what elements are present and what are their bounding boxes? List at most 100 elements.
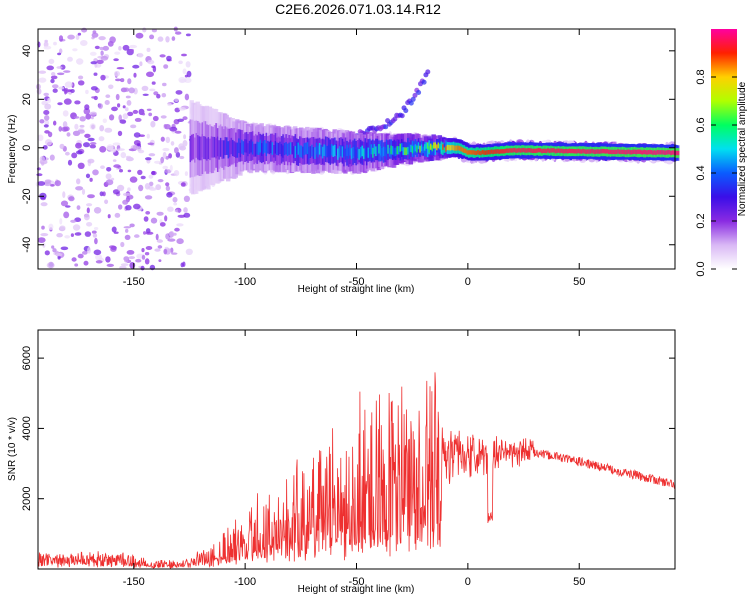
spectrogram-cell — [56, 66, 63, 69]
spectrogram-cell — [156, 239, 163, 243]
spectrogram-cell — [89, 144, 97, 149]
spectrogram-cell — [129, 223, 135, 228]
spectrogram-cell — [114, 212, 121, 218]
spectrogram-cell — [117, 184, 125, 192]
spectrogram-cell — [161, 93, 167, 98]
spectrogram-cell — [86, 207, 90, 214]
spectrogram-cell — [52, 88, 58, 93]
spectrogram-cell — [174, 227, 180, 232]
spectrogram-cell — [166, 55, 172, 62]
spectrogram-cell — [173, 170, 180, 177]
spectrogram-cell — [76, 58, 84, 65]
spectrogram-cell — [148, 153, 156, 157]
spectrogram-cell — [67, 34, 75, 40]
spectrogram-cell — [125, 155, 132, 159]
spectrogram-cell — [144, 183, 151, 190]
spectrogram-cell — [164, 215, 168, 222]
spectrogram-cell — [164, 169, 172, 174]
spectrogram-cell — [184, 74, 188, 78]
spectrogram-cell — [143, 231, 147, 235]
spectrogram-cell — [44, 250, 50, 256]
spectrogram-cell — [116, 67, 125, 70]
spectrogram-cell — [46, 65, 54, 71]
spectrogram-cell — [184, 77, 192, 83]
spectrogram-cell — [177, 214, 186, 218]
snr-chart: -150 -100 -50 0 50 2000 4000 6000 Height of st… — [7, 329, 676, 595]
spectrogram-cell — [151, 81, 156, 85]
spectrogram-cell — [83, 260, 89, 266]
spectrogram-cell — [148, 187, 157, 191]
spectrogram-cell — [169, 230, 175, 238]
spectrogram-cell — [80, 40, 88, 46]
spectrogram-cell — [125, 107, 129, 112]
spectrogram-cell — [102, 45, 110, 51]
spectrogram-cell — [145, 246, 153, 250]
spectrogram-cell — [112, 189, 120, 195]
spectrogram-cell — [165, 182, 170, 187]
x-tick-label: -50 — [349, 576, 365, 588]
spectrogram-cell — [37, 181, 46, 186]
spectrogram-cell — [403, 108, 409, 114]
spectrogram-cell — [64, 81, 73, 88]
spectrogram-cell — [180, 262, 184, 268]
spectrogram-cell — [104, 127, 113, 133]
spectrogram-cell — [392, 116, 398, 122]
spectrogram-cell — [65, 151, 70, 156]
x-tick-label: -100 — [234, 276, 256, 288]
spectrogram-cell — [119, 119, 127, 124]
colorbar-tick-label: 0.2 — [695, 213, 707, 228]
spectrogram-cell — [84, 231, 92, 237]
spectrogram-cell — [87, 158, 95, 164]
spectrogram-cell — [172, 196, 178, 203]
spectrogram-cell — [93, 72, 98, 76]
spectrogram-cell — [148, 112, 153, 117]
spectrogram-cells — [35, 26, 680, 271]
spectrogram-cell — [147, 142, 155, 146]
spectrogram-cell — [124, 259, 129, 263]
spectrogram-cell — [410, 96, 416, 102]
spectrogram-cell — [51, 72, 56, 76]
spectrogram-cell — [135, 32, 144, 39]
spectrogram-cell — [83, 108, 91, 115]
spectrogram-cell — [156, 211, 164, 216]
colorbar-tick-label: 0.0 — [695, 261, 707, 276]
spectrogram-cell — [111, 106, 118, 112]
y-tick-label: -20 — [21, 188, 33, 204]
spectrogram-cell — [90, 61, 98, 65]
spectrogram-cell — [145, 231, 154, 235]
spectrogram-cell — [99, 146, 107, 153]
spectrogram-cell — [43, 45, 52, 50]
spectrogram-cell — [129, 44, 138, 49]
spectrogram-cell — [174, 130, 182, 134]
spectrogram-cell — [126, 250, 135, 255]
spectrogram-cell — [63, 70, 71, 73]
spectrogram-cell — [171, 36, 176, 41]
spectrogram-cell — [76, 150, 83, 155]
spectrogram-cell — [79, 124, 85, 128]
spectrogram-cell — [77, 80, 85, 86]
spectrogram-cell — [176, 238, 184, 245]
spectrogram-cell — [132, 145, 138, 151]
spectrogram-cell — [52, 84, 59, 89]
spectrogram-cell — [117, 148, 125, 151]
spectrogram-cell — [57, 72, 65, 76]
spectrogram-cell — [163, 124, 168, 128]
spectrogram-cell — [125, 205, 132, 211]
spectrogram-cell — [115, 93, 120, 101]
spectrogram-cell — [112, 142, 121, 146]
spectrogram-cell — [76, 178, 81, 185]
spectrogram-cell — [92, 233, 98, 238]
spectrogram-cell — [120, 263, 129, 266]
spectrogram-cell — [77, 129, 85, 134]
spectrogram-cell — [117, 130, 123, 137]
spectrogram-x-ticks: -150 -100 -50 0 50 — [123, 29, 585, 288]
spectrogram-cell — [113, 164, 121, 168]
spectrogram-cell — [169, 126, 178, 132]
spectrogram-cell — [399, 113, 405, 119]
spectrogram-cell — [86, 203, 93, 207]
spectrogram-cell — [675, 150, 680, 156]
spectrogram-cell — [147, 59, 155, 65]
spectrogram-cell — [87, 137, 95, 142]
spectrogram-cell — [87, 247, 91, 254]
spectrogram-cell — [134, 117, 142, 122]
